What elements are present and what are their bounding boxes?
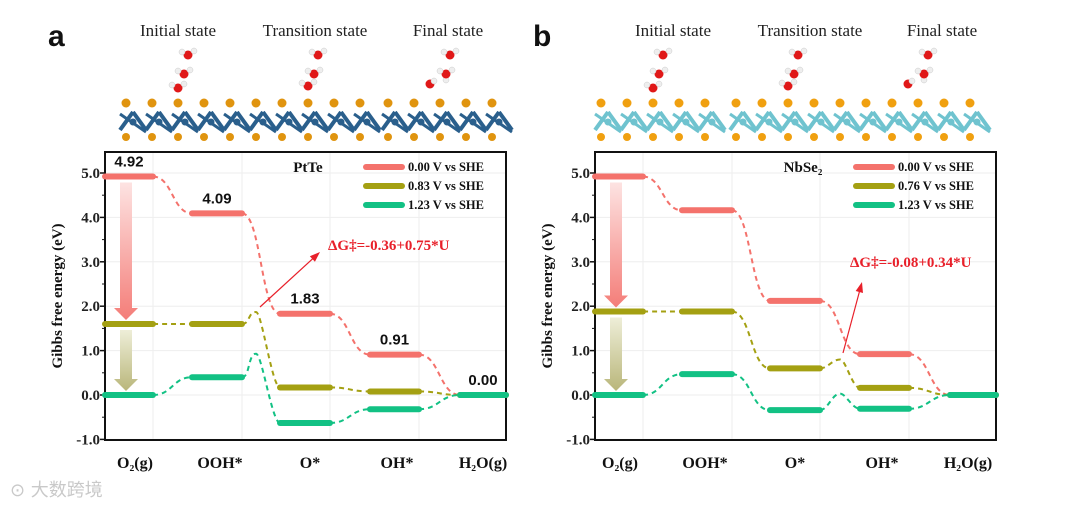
state-title: Final state bbox=[907, 21, 977, 40]
material-label: NbSe₂ bbox=[784, 160, 823, 176]
panel-a: a Initial state Transition state Final stat… bbox=[48, 20, 514, 472]
plot-frame bbox=[104, 151, 507, 441]
y-tick-label: 4.0 bbox=[571, 210, 590, 226]
connector-line bbox=[418, 394, 461, 411]
x-category-label: OH* bbox=[381, 455, 414, 472]
connector-line bbox=[819, 358, 861, 389]
connector-line bbox=[329, 312, 371, 356]
atomic-structure bbox=[248, 47, 382, 141]
atomic-structure bbox=[118, 47, 252, 141]
series-1 bbox=[102, 310, 509, 398]
panel-letter: b bbox=[533, 20, 551, 53]
connector-line bbox=[731, 209, 771, 302]
state-title: Initial state bbox=[635, 21, 711, 40]
annotation-arrow bbox=[259, 256, 315, 308]
potential-shift-arrow bbox=[114, 182, 138, 320]
state-title: Transition state bbox=[263, 21, 368, 40]
x-category-label: O* bbox=[785, 455, 805, 472]
atomic-structure bbox=[858, 47, 992, 141]
legend-label: 1.23 V vs SHE bbox=[898, 198, 974, 212]
watermark: ⊙ 大数跨境 bbox=[10, 480, 103, 501]
connector-line bbox=[908, 353, 951, 396]
connector-line bbox=[241, 310, 281, 389]
connector-line bbox=[642, 373, 683, 396]
connector-line bbox=[731, 310, 771, 370]
atomic-structure bbox=[728, 47, 862, 141]
annotation-arrowhead bbox=[855, 282, 863, 293]
y-tick-label: 2.0 bbox=[571, 299, 590, 315]
y-tick-label: 2.0 bbox=[81, 299, 100, 315]
connector-line bbox=[418, 353, 461, 396]
potential-shift-arrow bbox=[604, 182, 628, 308]
x-category-label: OOH* bbox=[682, 455, 727, 472]
y-axis-label: Gibbs free energy (eV) bbox=[50, 223, 66, 368]
energy-value-label: 4.92 bbox=[114, 154, 143, 171]
legend-label: 0.76 V vs SHE bbox=[898, 179, 974, 193]
y-tick-label: 4.0 bbox=[81, 210, 100, 226]
x-category-label: O* bbox=[300, 455, 320, 472]
legend-label: 0.00 V vs SHE bbox=[408, 160, 484, 174]
y-tick-label: 0.0 bbox=[571, 388, 590, 404]
connector-line bbox=[241, 212, 281, 315]
connector-line bbox=[241, 352, 281, 424]
x-category-label: H₂O(g) bbox=[459, 455, 507, 472]
plot-frame bbox=[594, 151, 997, 441]
x-category-label: O₂(g) bbox=[602, 455, 638, 472]
energy-value-label: 0.91 bbox=[380, 332, 409, 349]
annotation-arrow bbox=[842, 289, 861, 354]
energy-value-label: 0.00 bbox=[468, 372, 497, 389]
series-1 bbox=[592, 308, 999, 398]
state-title: Initial state bbox=[140, 21, 216, 40]
energy-value-label: 1.83 bbox=[290, 291, 319, 308]
connector-line bbox=[819, 392, 861, 412]
y-tick-label: 1.0 bbox=[81, 344, 100, 360]
y-tick-label: -1.0 bbox=[566, 432, 590, 448]
atomic-structure bbox=[593, 47, 727, 141]
y-tick-label: 5.0 bbox=[81, 166, 100, 182]
energy-value-label: 4.09 bbox=[202, 190, 231, 207]
atomic-structure bbox=[380, 47, 514, 141]
connector-line bbox=[329, 408, 371, 424]
y-tick-label: 5.0 bbox=[571, 166, 590, 182]
series-2 bbox=[102, 352, 509, 426]
y-tick-label: 1.0 bbox=[571, 344, 590, 360]
potential-shift-arrow bbox=[604, 317, 628, 391]
panel-letter: a bbox=[48, 20, 65, 53]
x-category-label: OOH* bbox=[197, 455, 242, 472]
y-tick-label: 0.0 bbox=[81, 388, 100, 404]
y-tick-label: 3.0 bbox=[81, 255, 100, 271]
material-label: PtTe bbox=[293, 160, 323, 176]
connector-line bbox=[642, 175, 683, 212]
y-axis-label: Gibbs free energy (eV) bbox=[540, 223, 556, 368]
x-category-label: OH* bbox=[866, 455, 899, 472]
connector-line bbox=[152, 175, 193, 215]
state-title: Transition state bbox=[758, 21, 863, 40]
potential-shift-arrow bbox=[114, 329, 138, 391]
connector-line bbox=[819, 299, 861, 356]
legend-label: 1.23 V vs SHE bbox=[408, 198, 484, 212]
state-title: Final state bbox=[413, 21, 483, 40]
connector-line bbox=[152, 376, 193, 396]
legend-label: 0.83 V vs SHE bbox=[408, 179, 484, 193]
x-category-label: O₂(g) bbox=[117, 455, 153, 472]
connector-line bbox=[908, 394, 951, 410]
annotation-arrowhead bbox=[309, 252, 320, 262]
legend-label: 0.00 V vs SHE bbox=[898, 160, 974, 174]
connector-line bbox=[329, 386, 371, 393]
series-2 bbox=[592, 371, 999, 414]
barrier-equation: ΔG‡=-0.36+0.75*U bbox=[328, 238, 450, 254]
x-category-label: H₂O(g) bbox=[944, 455, 992, 472]
y-tick-label: 3.0 bbox=[571, 255, 590, 271]
y-tick-label: -1.0 bbox=[76, 432, 100, 448]
panel-b: b Initial state Transition state Final stat… bbox=[533, 20, 999, 472]
connector-line bbox=[731, 373, 771, 412]
barrier-equation: ΔG‡=-0.08+0.34*U bbox=[850, 255, 972, 271]
